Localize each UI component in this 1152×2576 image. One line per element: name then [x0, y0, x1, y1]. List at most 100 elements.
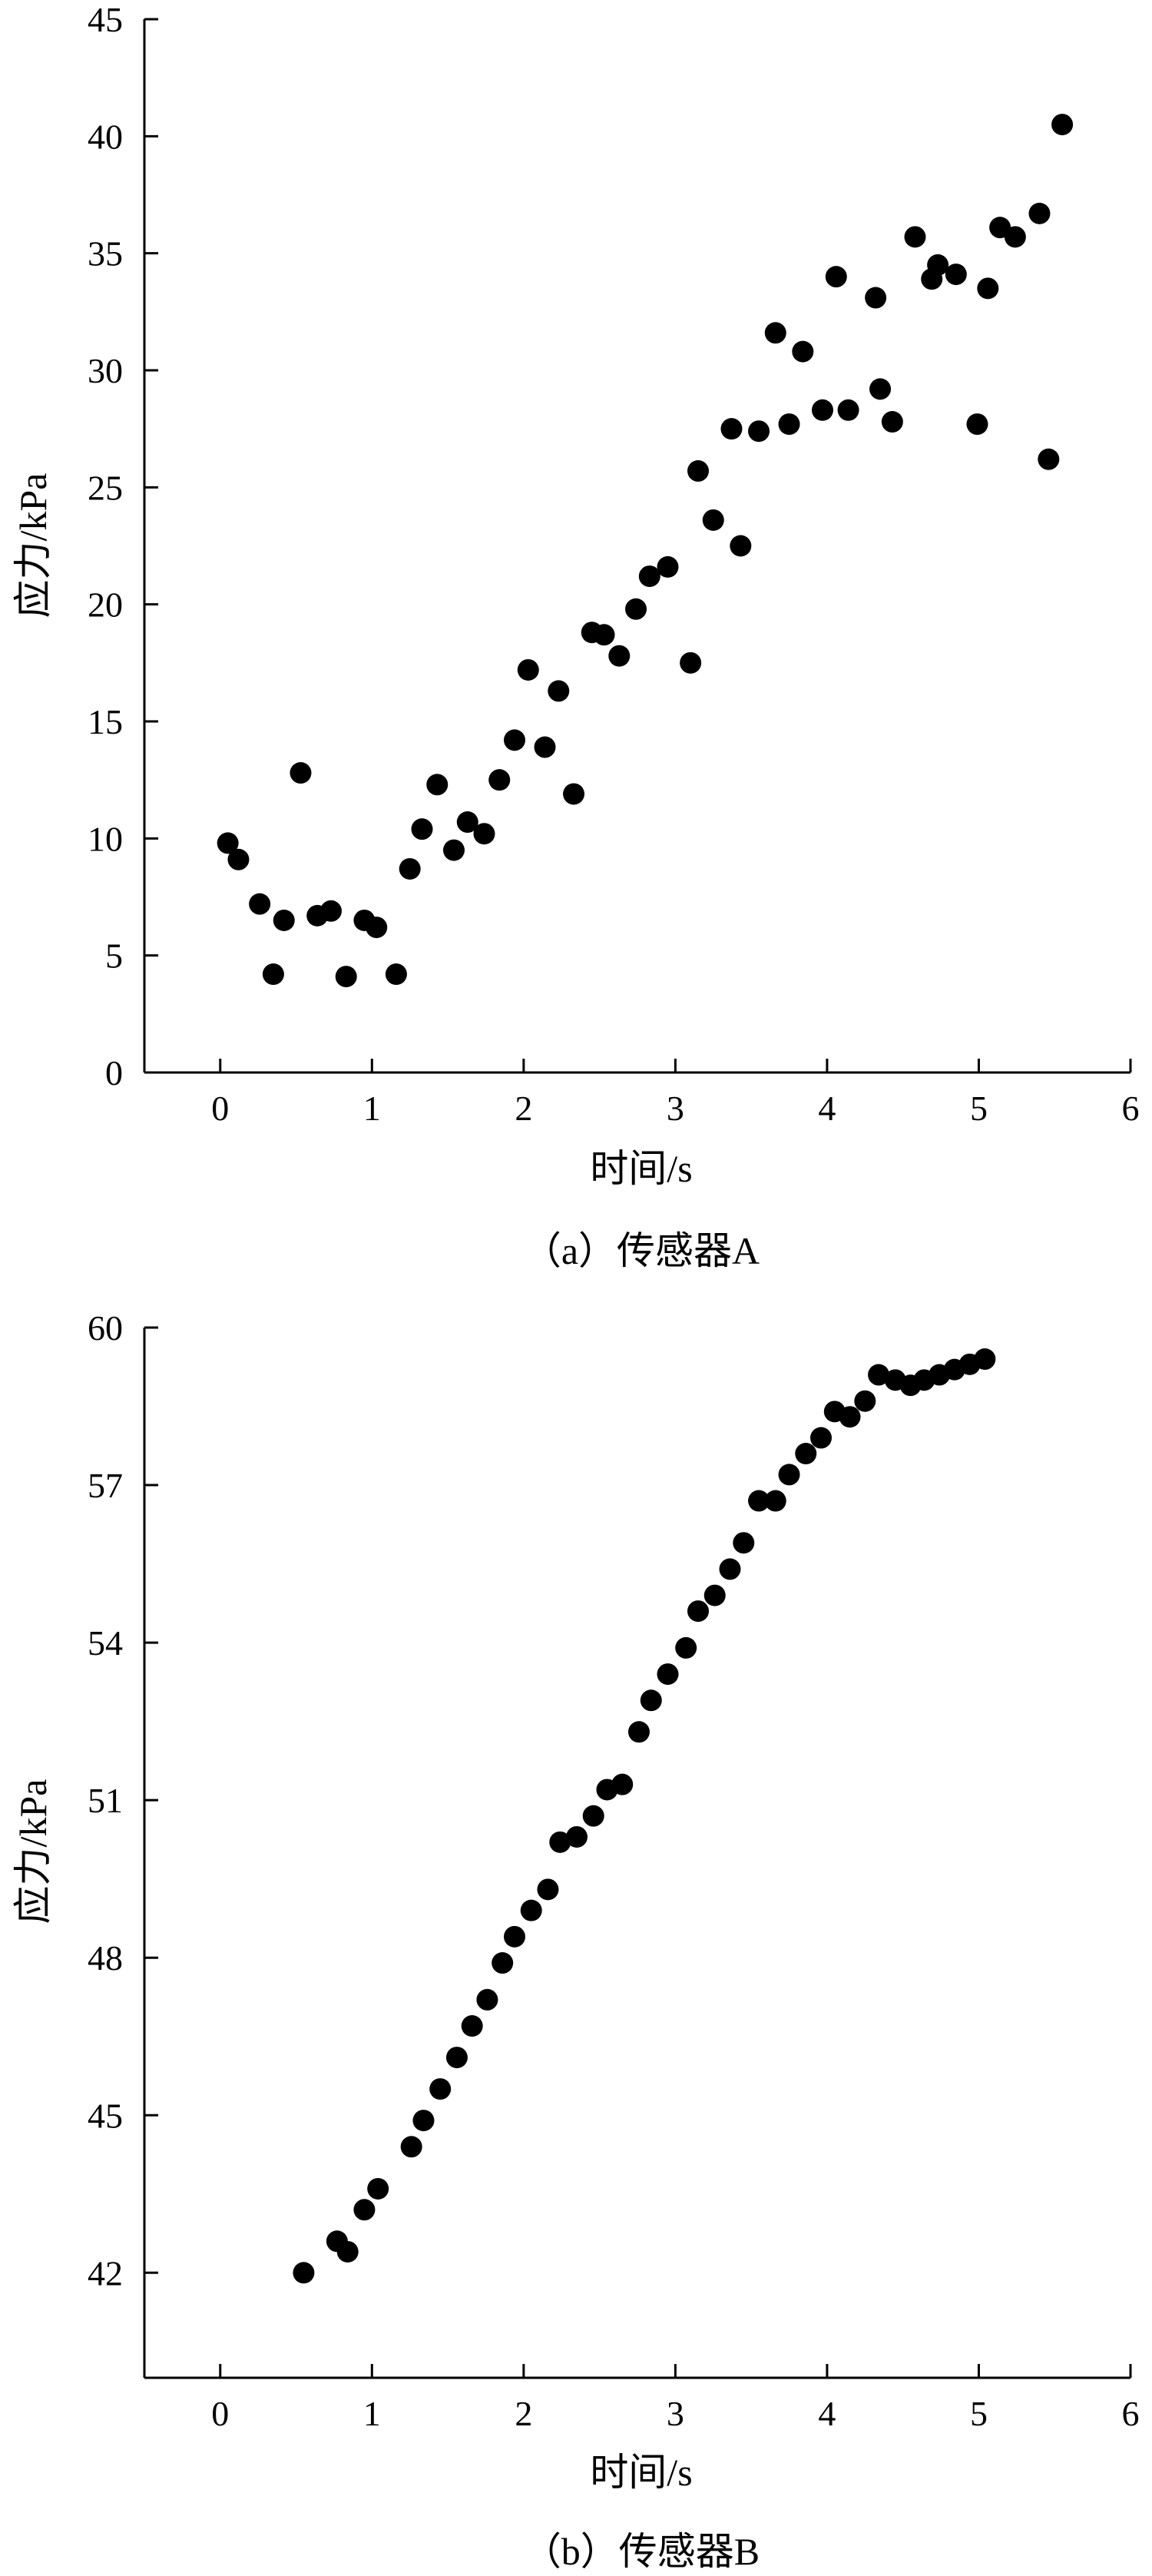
chart-b-data-point	[611, 1773, 634, 1795]
chart-b-data-point	[868, 1364, 890, 1386]
chart-b-data-point	[549, 1831, 571, 1853]
chart-a-data-point	[778, 413, 800, 436]
chart-b-data-point	[778, 1464, 800, 1486]
chart-a-y-tick-label: 25	[88, 468, 123, 507]
chart-a-y-tick-label: 10	[88, 819, 123, 858]
chart-a-data-point	[904, 226, 926, 248]
chart-a-data-point	[517, 658, 539, 681]
chart-b-data-point	[367, 2177, 389, 2200]
chart-a-data-point	[217, 832, 239, 854]
chart-b-y-tick-label: 60	[88, 1308, 123, 1348]
chart-b-data-point	[293, 2262, 315, 2284]
chart-a-data-point	[335, 966, 357, 988]
chart-b-data-point	[810, 1427, 833, 1449]
chart-a-data-point	[319, 900, 342, 922]
chart-a-y-tick-label: 40	[88, 117, 123, 156]
chart-a-data-point	[456, 811, 478, 834]
chart-b-data-point	[429, 2078, 452, 2100]
chart-a-data-point	[657, 555, 679, 578]
chart-a-x-tick-label: 3	[667, 1089, 684, 1128]
chart-b-data-point	[520, 1899, 542, 1921]
chart-b-data-point	[764, 1490, 786, 1512]
chart-a-x-axis-title: 时间/s	[590, 1147, 692, 1190]
chart-b-data-point	[412, 2110, 435, 2132]
chart-a-y-tick-label: 45	[88, 0, 123, 39]
chart-a-data-point	[966, 413, 988, 436]
chart-a-data-point	[730, 535, 752, 557]
chart-b-data-point	[748, 1490, 770, 1512]
chart-a-y-axis-title: 应力/kPa	[12, 473, 55, 618]
chart-b-y-tick-label: 42	[88, 2253, 123, 2293]
chart-b-y-tick-label: 45	[88, 2096, 123, 2135]
chart-a-data-point	[1004, 226, 1026, 248]
chart-a-y-tick-label: 30	[88, 351, 123, 390]
chart-a-data-point	[1028, 202, 1051, 224]
chart-a-x-tick-label: 6	[1122, 1089, 1140, 1128]
chart-a-data-point	[625, 598, 647, 620]
chart-a-data-point	[426, 774, 449, 796]
chart-a-data-point	[702, 509, 724, 531]
chart-a-x-ticks: 0 1 2 3 4 5 6	[211, 1059, 1140, 1128]
chart-b-data-point	[795, 1443, 817, 1465]
chart-a-y-tick-label: 5	[105, 937, 123, 976]
chart-a-data-point	[290, 762, 312, 784]
chart-a-data-point	[837, 399, 859, 421]
chart-b-x-tick-label: 5	[970, 2394, 988, 2433]
chart-a-y-ticks: 0 5 10 15 20 25 30 35 40 45	[88, 0, 158, 1092]
chart-a-data-point	[927, 254, 949, 276]
chart-b-data-point	[854, 1390, 876, 1412]
chart-a-data-point	[366, 917, 388, 939]
chart-a-data-point	[638, 565, 660, 588]
chart-a-data-point	[608, 645, 631, 667]
chart-b-caption: （b）传感器B	[523, 2530, 760, 2573]
chart-b-data-point	[687, 1600, 710, 1623]
chart-a-data-point	[1038, 448, 1060, 470]
chart-b-data-point	[719, 1558, 741, 1580]
chart-a-data-point	[442, 839, 465, 861]
chart-a-data-point	[593, 624, 615, 646]
chart-a-data-point	[811, 399, 833, 421]
chart-a-data-point	[488, 769, 511, 791]
chart-a-x-tick-label: 1	[363, 1089, 381, 1128]
chart-b-points	[293, 1348, 996, 2284]
chart-a-data-point	[825, 266, 847, 288]
chart-a-data-point	[548, 680, 570, 702]
chart-a-x-tick-label: 0	[211, 1089, 229, 1128]
chart-a-x-tick-label: 2	[515, 1089, 532, 1128]
chart-a-data-point	[869, 378, 892, 400]
chart-b-data-point	[476, 1988, 498, 2011]
chart-b-data-point	[445, 2047, 468, 2069]
chart-a-x-tick-label: 5	[970, 1089, 988, 1128]
chart-a-data-point	[385, 963, 407, 986]
chart-a-data-point	[680, 651, 702, 674]
chart-a-data-point	[503, 729, 525, 751]
chart-a-y-tick-label: 20	[88, 585, 123, 625]
chart-b-x-tick-label: 1	[363, 2394, 381, 2433]
chart-a-caption: （a）传感器A	[523, 1229, 760, 1272]
chart-a-data-point	[399, 857, 421, 880]
chart-a-data-point	[977, 277, 999, 300]
chart-b-data-point	[657, 1663, 679, 1686]
chart-a-data-point	[687, 460, 710, 482]
chart-b-data-point	[537, 1878, 559, 1901]
chart-b-y-axis-title: 应力/kPa	[12, 1779, 55, 1925]
chart-a-x-tick-label: 4	[818, 1089, 836, 1128]
chart-a-data-point	[945, 264, 967, 286]
chart-a-data-point	[748, 420, 770, 443]
chart-a-data-point	[881, 411, 903, 433]
chart-b-y-ticks: 42 45 48 51 54 57 60	[88, 1308, 158, 2293]
chart-b-data-point	[675, 1636, 697, 1659]
chart-a-data-point	[1051, 114, 1074, 136]
chart-b-x-tick-label: 2	[515, 2394, 532, 2433]
chart-b-x-tick-label: 3	[667, 2394, 684, 2433]
chart-b-data-point	[627, 1721, 650, 1743]
chart-b-data-point	[703, 1584, 726, 1606]
chart-b-x-tick-label: 6	[1122, 2394, 1140, 2433]
chart-b-y-tick-label: 54	[88, 1623, 123, 1663]
chart-b-x-tick-label: 4	[818, 2394, 836, 2433]
chart-a-data-point	[563, 783, 585, 805]
chart-a-data-point	[473, 823, 495, 845]
